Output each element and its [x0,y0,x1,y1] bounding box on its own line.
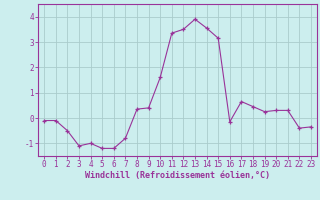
X-axis label: Windchill (Refroidissement éolien,°C): Windchill (Refroidissement éolien,°C) [85,171,270,180]
